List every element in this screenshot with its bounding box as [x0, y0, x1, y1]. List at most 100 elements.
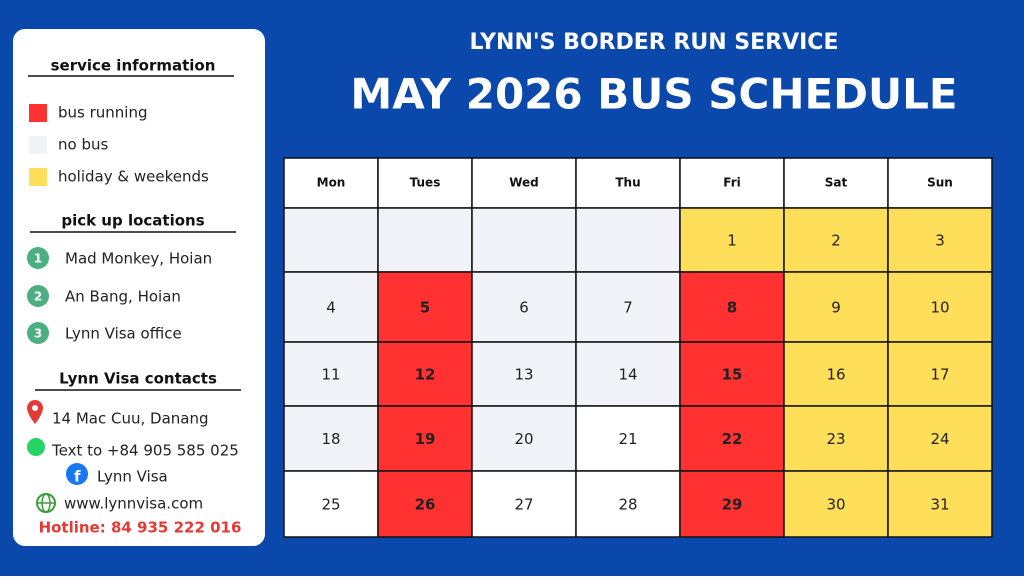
day-cell: [887, 271, 993, 343]
day-cell: [887, 207, 993, 273]
day-number: 16: [826, 366, 845, 384]
weekday: Thu: [615, 176, 640, 190]
day-number: 24: [930, 430, 949, 448]
day-cell: [471, 341, 577, 407]
title: MAY 2026 BUS SCHEDULE: [350, 70, 957, 119]
facebook-icon: f: [74, 468, 81, 486]
facebook-icon: [66, 463, 88, 485]
weekday: Tues: [410, 176, 441, 190]
whatsapp-icon: [27, 438, 45, 456]
contact: Text to +84 905 585 025: [51, 442, 239, 460]
day-cell: [887, 470, 993, 538]
pin-icon: [27, 400, 43, 424]
day-number: 6: [519, 299, 529, 317]
weekday: Mon: [317, 176, 346, 190]
pickup-number: 1: [34, 252, 42, 266]
day-number: 15: [722, 366, 743, 384]
day-number: 2: [831, 232, 841, 250]
day-number: 14: [618, 366, 637, 384]
day-number: 13: [514, 366, 533, 384]
pickup-label: Mad Monkey, Hoian: [65, 250, 212, 268]
day-number: 23: [826, 430, 845, 448]
day-cell: [283, 341, 379, 407]
day-number: 26: [415, 496, 436, 514]
day-cell: [887, 405, 993, 472]
section-title: Lynn Visa contacts: [59, 370, 217, 388]
day-cell: [679, 271, 785, 343]
day-number: 18: [321, 430, 340, 448]
day-number: 31: [930, 496, 949, 514]
day-cell: [783, 470, 889, 538]
subtitle: LYNN'S BORDER RUN SERVICE: [470, 30, 839, 55]
pickup-badge: [27, 322, 49, 344]
pickup-number: 2: [34, 290, 42, 304]
header-cell: [377, 157, 473, 209]
day-number: 19: [415, 430, 436, 448]
day-number: 30: [826, 496, 845, 514]
day-cell: [377, 341, 473, 407]
day-number: 8: [727, 299, 737, 317]
header-cell: [887, 157, 993, 209]
header-cell: [575, 157, 681, 209]
day-cell: [679, 207, 785, 273]
weekday: Sun: [927, 176, 953, 190]
hotline: Hotline: 84 935 222 016: [39, 519, 242, 537]
day-cell: [377, 207, 473, 273]
header-cell: [471, 157, 577, 209]
day-number: 4: [326, 299, 336, 317]
day-number: 7: [623, 299, 633, 317]
day-number: 29: [722, 496, 743, 514]
day-number: 21: [618, 430, 637, 448]
day-cell: [575, 470, 681, 538]
day-cell: [575, 271, 681, 343]
day-number: 5: [420, 299, 430, 317]
day-number: 12: [415, 366, 436, 384]
day-cell: [471, 271, 577, 343]
legend-label: no bus: [58, 136, 108, 154]
day-cell: [679, 470, 785, 538]
day-cell: [679, 341, 785, 407]
legend-label: holiday & weekends: [58, 168, 209, 186]
pickup-number: 3: [34, 327, 42, 341]
day-cell: [283, 470, 379, 538]
day-number: 3: [935, 232, 945, 250]
day-cell: [471, 405, 577, 472]
legend-swatch: [29, 168, 47, 186]
day-number: 9: [831, 299, 841, 317]
day-cell: [283, 405, 379, 472]
pickup-label: Lynn Visa office: [65, 325, 182, 343]
day-number: 28: [618, 496, 637, 514]
day-number: 27: [514, 496, 533, 514]
contact: 14 Mac Cuu, Danang: [52, 410, 209, 428]
contact: www.lynnvisa.com: [64, 495, 203, 513]
day-cell: [575, 207, 681, 273]
day-cell: [575, 341, 681, 407]
day-number: 11: [321, 366, 340, 384]
day-cell: [283, 207, 379, 273]
legend-swatch: [29, 136, 47, 154]
day-cell: [471, 207, 577, 273]
pickup-badge: [27, 247, 49, 269]
legend-label: bus running: [58, 104, 148, 122]
day-number: 17: [930, 366, 949, 384]
day-number: 10: [930, 299, 949, 317]
header-cell: [679, 157, 785, 209]
section-title: pick up locations: [61, 212, 204, 230]
day-cell: [377, 470, 473, 538]
day-cell: [377, 271, 473, 343]
legend-swatch: [29, 104, 47, 122]
weekday: Wed: [509, 176, 539, 190]
day-number: 22: [722, 430, 743, 448]
day-number: 20: [514, 430, 533, 448]
pin-icon: [32, 405, 38, 411]
weekday: Fri: [723, 176, 740, 190]
day-cell: [783, 271, 889, 343]
sidebar-panel: [13, 29, 265, 546]
day-number: 1: [727, 232, 737, 250]
pickup-label: An Bang, Hoian: [65, 288, 181, 306]
day-number: 25: [321, 496, 340, 514]
pickup-badge: [27, 285, 49, 307]
contact: Lynn Visa: [97, 468, 168, 486]
day-cell: [283, 271, 379, 343]
